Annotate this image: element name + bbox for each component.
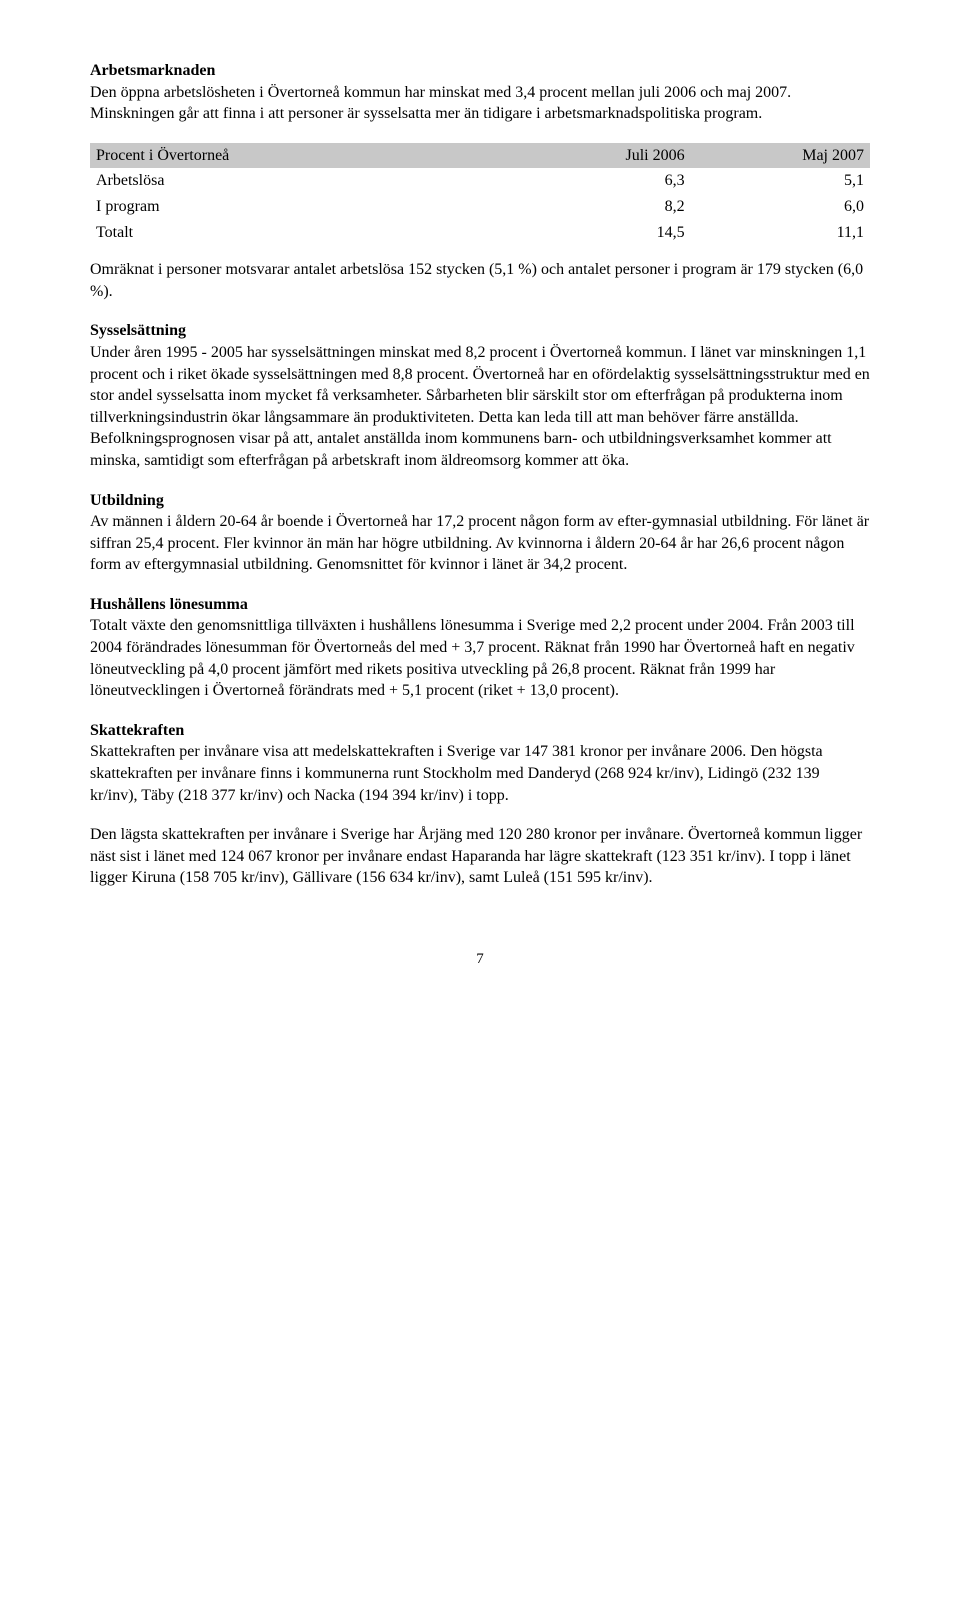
table-cell: 8,2 bbox=[519, 194, 691, 220]
table-row: Arbetslösa 6,3 5,1 bbox=[90, 168, 870, 194]
page-number: 7 bbox=[90, 949, 870, 969]
paragraph: Den öppna arbetslösheten i Övertorneå ko… bbox=[90, 82, 870, 125]
stats-table: Procent i Övertorneå Juli 2006 Maj 2007 … bbox=[90, 143, 870, 245]
table-row: Totalt 14,5 11,1 bbox=[90, 220, 870, 246]
table-cell: 6,3 bbox=[519, 168, 691, 194]
table-header-cell: Procent i Övertorneå bbox=[90, 143, 519, 169]
table-cell: Arbetslösa bbox=[90, 168, 519, 194]
heading-arbetsmarknaden: Arbetsmarknaden bbox=[90, 60, 870, 82]
heading-utbildning: Utbildning bbox=[90, 490, 870, 512]
paragraph: Den lägsta skattekraften per invånare i … bbox=[90, 824, 870, 889]
table-cell: 5,1 bbox=[691, 168, 870, 194]
heading-hushallens-lonesumma: Hushållens lönesumma bbox=[90, 594, 870, 616]
table-cell: 11,1 bbox=[691, 220, 870, 246]
table-header-cell: Juli 2006 bbox=[519, 143, 691, 169]
paragraph: Under åren 1995 - 2005 har sysselsättnin… bbox=[90, 342, 870, 472]
table-header-row: Procent i Övertorneå Juli 2006 Maj 2007 bbox=[90, 143, 870, 169]
table-cell: 6,0 bbox=[691, 194, 870, 220]
paragraph: Skattekraften per invånare visa att mede… bbox=[90, 741, 870, 806]
paragraph: Totalt växte den genomsnittliga tillväxt… bbox=[90, 615, 870, 701]
heading-sysselsattning: Sysselsättning bbox=[90, 320, 870, 342]
table-cell: 14,5 bbox=[519, 220, 691, 246]
heading-skattekraften: Skattekraften bbox=[90, 720, 870, 742]
table-row: I program 8,2 6,0 bbox=[90, 194, 870, 220]
paragraph: Av männen i åldern 20-64 år boende i Öve… bbox=[90, 511, 870, 576]
paragraph: Omräknat i personer motsvarar antalet ar… bbox=[90, 259, 870, 302]
table-cell: I program bbox=[90, 194, 519, 220]
table-header-cell: Maj 2007 bbox=[691, 143, 870, 169]
table-cell: Totalt bbox=[90, 220, 519, 246]
